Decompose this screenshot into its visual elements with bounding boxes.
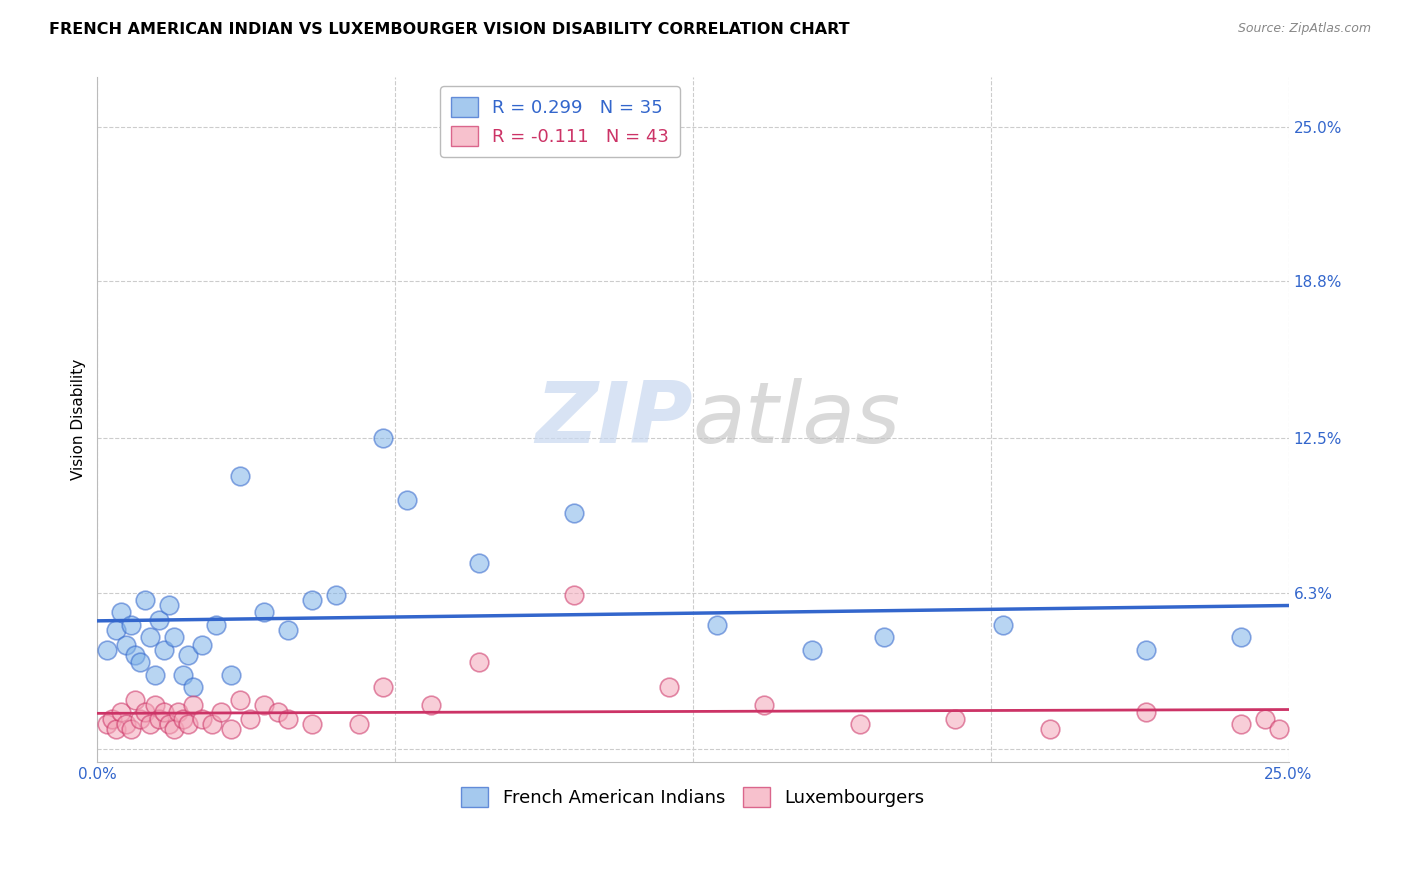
Point	[1135, 705, 1157, 719]
Point	[301, 717, 323, 731]
Point	[239, 713, 262, 727]
Text: ZIP: ZIP	[536, 378, 693, 461]
Point	[153, 705, 176, 719]
Point	[172, 713, 194, 727]
Point	[120, 618, 142, 632]
Point	[191, 713, 214, 727]
Point	[96, 717, 118, 731]
Point	[172, 667, 194, 681]
Point	[105, 623, 128, 637]
Point	[419, 698, 441, 712]
Point	[120, 723, 142, 737]
Point	[162, 723, 184, 737]
Point	[754, 698, 776, 712]
Point	[658, 680, 681, 694]
Text: FRENCH AMERICAN INDIAN VS LUXEMBOURGER VISION DISABILITY CORRELATION CHART: FRENCH AMERICAN INDIAN VS LUXEMBOURGER V…	[49, 22, 849, 37]
Point	[148, 713, 170, 727]
Point	[991, 618, 1014, 632]
Point	[124, 692, 146, 706]
Point	[219, 723, 242, 737]
Point	[943, 713, 966, 727]
Point	[105, 723, 128, 737]
Point	[872, 631, 894, 645]
Point	[134, 593, 156, 607]
Point	[349, 717, 371, 731]
Point	[201, 717, 224, 731]
Point	[124, 648, 146, 662]
Point	[562, 506, 585, 520]
Point	[1135, 642, 1157, 657]
Point	[96, 642, 118, 657]
Point	[562, 588, 585, 602]
Point	[467, 556, 489, 570]
Point	[1268, 723, 1291, 737]
Point	[110, 606, 132, 620]
Point	[129, 713, 152, 727]
Point	[253, 698, 276, 712]
Legend: French American Indians, Luxembourgers: French American Indians, Luxembourgers	[454, 780, 932, 814]
Point	[373, 431, 395, 445]
Point	[1254, 713, 1277, 727]
Point	[153, 642, 176, 657]
Point	[301, 593, 323, 607]
Point	[229, 468, 252, 483]
Point	[1230, 631, 1253, 645]
Point	[148, 613, 170, 627]
Point	[143, 698, 166, 712]
Point	[706, 618, 728, 632]
Point	[219, 667, 242, 681]
Point	[396, 493, 419, 508]
Point	[209, 705, 232, 719]
Point	[181, 698, 204, 712]
Point	[177, 717, 200, 731]
Point	[277, 623, 299, 637]
Point	[129, 655, 152, 669]
Point	[143, 667, 166, 681]
Point	[157, 717, 180, 731]
Text: Source: ZipAtlas.com: Source: ZipAtlas.com	[1237, 22, 1371, 36]
Point	[139, 631, 162, 645]
Point	[191, 638, 214, 652]
Point	[325, 588, 347, 602]
Point	[1039, 723, 1062, 737]
Point	[115, 638, 138, 652]
Point	[100, 713, 122, 727]
Point	[177, 648, 200, 662]
Point	[373, 680, 395, 694]
Point	[277, 713, 299, 727]
Point	[110, 705, 132, 719]
Point	[134, 705, 156, 719]
Point	[267, 705, 290, 719]
Point	[157, 598, 180, 612]
Point	[139, 717, 162, 731]
Y-axis label: Vision Disability: Vision Disability	[72, 359, 86, 480]
Point	[253, 606, 276, 620]
Point	[205, 618, 228, 632]
Point	[115, 717, 138, 731]
Point	[167, 705, 190, 719]
Point	[181, 680, 204, 694]
Point	[162, 631, 184, 645]
Point	[229, 692, 252, 706]
Point	[801, 642, 824, 657]
Point	[848, 717, 870, 731]
Point	[467, 655, 489, 669]
Text: atlas: atlas	[693, 378, 901, 461]
Point	[1230, 717, 1253, 731]
